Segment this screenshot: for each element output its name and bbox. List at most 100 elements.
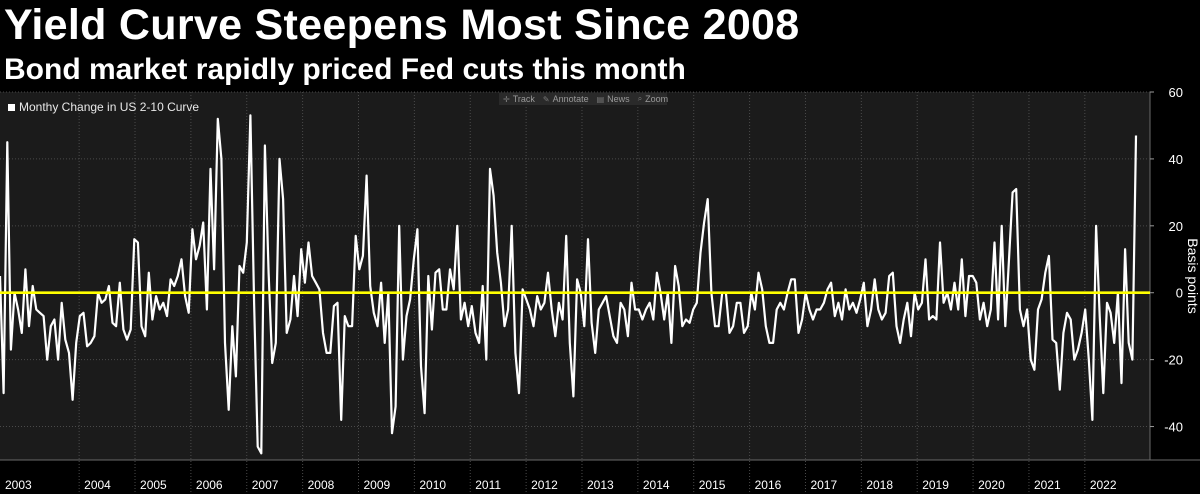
x-tick-label: 2007 (252, 478, 279, 492)
data-point (275, 342, 277, 344)
data-point (86, 345, 88, 347)
data-point (453, 288, 455, 290)
x-tick-label: 2020 (978, 478, 1005, 492)
data-point (1080, 332, 1082, 334)
data-point (696, 302, 698, 304)
data-point (921, 302, 923, 304)
data-point (543, 302, 545, 304)
zoom-button[interactable]: ⌕ Zoom (638, 94, 669, 104)
data-point (173, 285, 175, 287)
data-point (681, 325, 683, 327)
data-point (870, 308, 872, 310)
data-point (206, 308, 208, 310)
x-tick-label: 2010 (419, 478, 446, 492)
data-point (511, 225, 513, 227)
data-point (398, 225, 400, 227)
data-point (198, 245, 200, 247)
data-point (703, 221, 705, 223)
data-point (271, 362, 273, 364)
data-point (801, 318, 803, 320)
data-point (394, 405, 396, 407)
data-point (972, 275, 974, 277)
data-point (1131, 358, 1133, 360)
data-point (322, 332, 324, 334)
data-point (57, 358, 59, 360)
data-point (231, 325, 233, 327)
data-point (478, 342, 480, 344)
data-point (380, 282, 382, 284)
data-point (942, 302, 944, 304)
data-point (714, 325, 716, 327)
data-point (293, 275, 295, 277)
data-point (688, 322, 690, 324)
annotate-button[interactable]: ✎ Annotate (543, 94, 589, 104)
data-point (224, 342, 226, 344)
pencil-icon: ✎ (542, 94, 550, 104)
data-point (529, 308, 531, 310)
data-point (39, 312, 41, 314)
chart-subtitle: Bond market rapidly priced Fed cuts this… (4, 53, 686, 86)
data-point (365, 174, 367, 176)
data-point (612, 335, 614, 337)
data-point (1008, 258, 1010, 260)
data-point (420, 365, 422, 367)
data-point (489, 168, 491, 170)
data-point (325, 352, 327, 354)
track-button[interactable]: ✛ Track (503, 94, 535, 104)
data-point (754, 308, 756, 310)
data-point (892, 272, 894, 274)
data-point (35, 308, 37, 310)
data-point (242, 272, 244, 274)
data-point (100, 302, 102, 304)
data-point (993, 241, 995, 243)
data-point (148, 272, 150, 274)
zoom-label: Zoom (645, 94, 669, 104)
data-point (1091, 419, 1093, 421)
data-point (289, 318, 291, 320)
track-label: Track (512, 94, 535, 104)
data-point (177, 275, 179, 277)
data-point (340, 419, 342, 421)
data-point (739, 302, 741, 304)
x-tick-label: 2011 (475, 478, 501, 492)
data-point (968, 275, 970, 277)
data-point (1113, 342, 1115, 344)
data-point (318, 288, 320, 290)
data-point (93, 335, 95, 337)
data-point (616, 342, 618, 344)
x-tick-label: 2008 (308, 478, 335, 492)
data-point (376, 325, 378, 327)
data-point (877, 308, 879, 310)
data-point (884, 312, 886, 314)
data-point (90, 342, 92, 344)
data-point (1022, 325, 1024, 327)
x-tick-label: 2022 (1090, 478, 1117, 492)
data-point (126, 338, 128, 340)
data-point (609, 315, 611, 317)
data-point (503, 325, 505, 327)
data-point (899, 342, 901, 344)
y-tick-label: 40 (1169, 152, 1183, 167)
data-point (699, 251, 701, 253)
data-point (32, 285, 34, 287)
data-point (460, 318, 462, 320)
data-point (598, 308, 600, 310)
data-point (554, 335, 556, 337)
data-point (638, 308, 640, 310)
data-point (71, 399, 73, 401)
data-point (209, 168, 211, 170)
data-point (438, 268, 440, 270)
data-point (1102, 392, 1104, 394)
data-point (990, 308, 992, 310)
news-button[interactable]: ▤ News (597, 94, 630, 104)
data-point (772, 342, 774, 344)
data-point (1030, 358, 1032, 360)
data-point (122, 328, 124, 330)
data-point (1055, 342, 1057, 344)
data-point (982, 302, 984, 304)
data-point (264, 144, 266, 146)
data-point (315, 282, 317, 284)
data-point (630, 282, 632, 284)
data-point (939, 241, 941, 243)
